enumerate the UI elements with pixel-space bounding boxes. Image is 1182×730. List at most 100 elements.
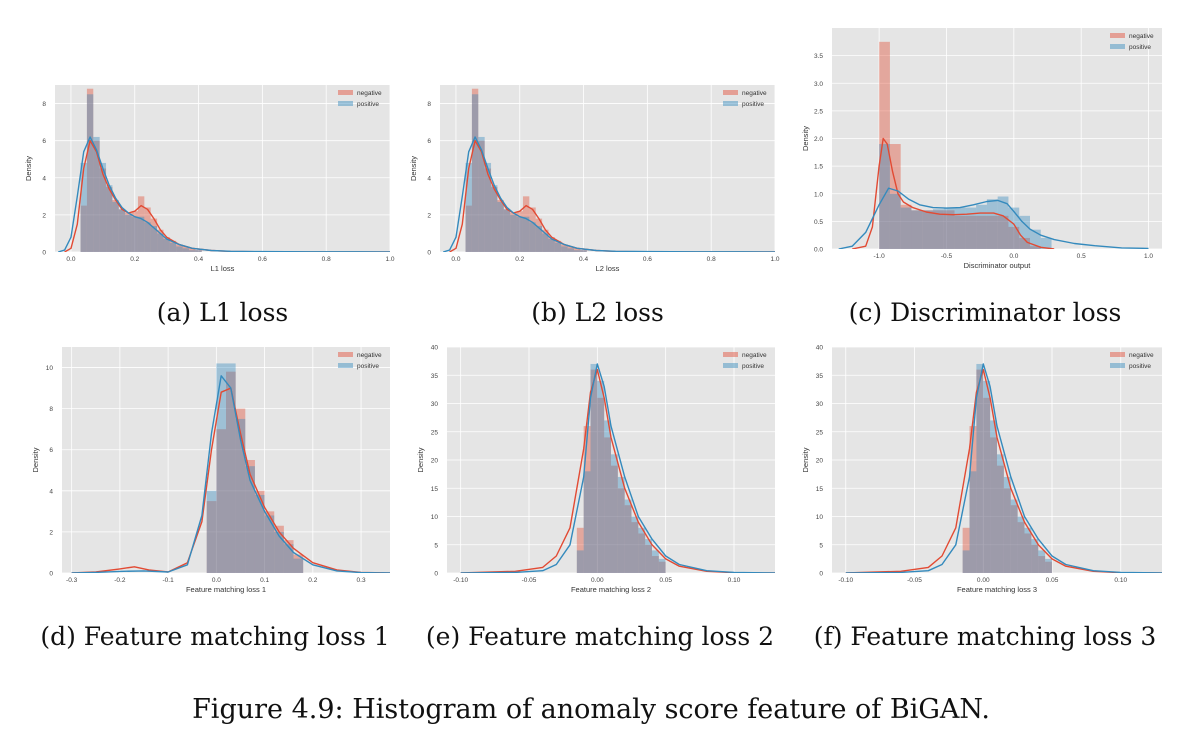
histogram-bar-negative [1019,237,1030,249]
histogram-bar-negative [169,240,177,252]
x-tick-label: -0.10 [453,577,468,584]
histogram-bar-negative [583,426,591,573]
histogram-bar-positive [131,216,138,252]
histogram-bar-negative [658,561,666,573]
kde-line-positive [71,375,390,573]
histogram-bar-positive [617,476,625,573]
histogram-bar-positive [150,226,158,252]
histogram-bar-positive [962,550,970,573]
kde-line-negative [852,137,1055,249]
histogram-bar-negative [189,248,196,252]
histogram-bar-negative [274,525,284,573]
legend-swatch-negative [338,90,353,95]
histogram-bar-negative [478,140,485,252]
histogram-bar-positive [554,242,562,252]
x-axis-label: Feature matching loss 3 [957,585,1037,594]
histogram-bar-positive [561,246,568,252]
histogram-bar-negative [137,196,145,252]
histogram-bar-negative [497,200,504,252]
histogram-bar-positive [264,515,275,573]
histogram-bar-positive [658,558,666,573]
histogram-bar-negative [293,554,304,573]
y-tick-label: 4 [427,175,431,182]
x-tick-label: 0.10 [728,577,741,584]
y-tick-label: 0 [819,571,823,578]
histogram-bar-negative [997,465,1004,573]
y-tick-label: 0 [42,250,46,257]
histogram-bar-positive [631,516,639,573]
histogram-bar-positive [484,162,492,252]
histogram-bar-negative [491,187,498,252]
x-tick-label: 1.0 [385,256,394,263]
histogram-bar-positive [195,250,202,252]
plot-content [845,363,1162,573]
histogram-bar-negative [118,209,126,252]
histogram-bar-negative [638,533,646,573]
histogram-bar-negative [900,204,912,249]
y-tick-label: 8 [427,101,431,108]
plot-area [440,85,775,252]
histogram-bar-positive [163,239,170,252]
histogram-bar-positive [1030,229,1041,249]
histogram-bar-positive [182,248,189,252]
y-tick-label: 30 [431,401,439,408]
y-tick-label: 20 [431,458,439,465]
histogram-bar-positive [503,209,511,252]
y-tick-label: 0.0 [814,247,823,254]
histogram-bar-positive [1017,516,1025,573]
histogram-bar-negative [879,41,890,249]
histogram-bar-positive [1003,476,1011,573]
x-tick-label: -0.5 [941,253,953,260]
x-tick-label: 0.05 [659,577,672,584]
kde-line-positive [460,363,775,573]
histogram-bar-negative [150,218,158,252]
y-tick-label: 2 [49,529,53,536]
plot-content [838,41,1149,249]
y-axis-label: Density [409,156,418,181]
y-axis-label: Density [801,126,810,151]
histogram-bar-negative [1008,226,1020,249]
histogram-bar-positive [529,222,536,252]
histogram-bar-positive [976,363,984,573]
histogram-bar-negative [645,544,652,573]
histogram-bar-negative [969,426,977,573]
histogram-bar-positive [293,558,304,573]
x-tick-label: 1.0 [1144,253,1153,260]
legend-swatch-negative [1110,352,1125,357]
histogram-bar-positive [1010,499,1018,573]
histogram-bar-negative [99,168,107,252]
subfigure-caption-e: (e) Feature matching loss 2 [425,622,775,651]
legend-label-positive: positive [1129,363,1151,370]
histogram-bar-negative [954,215,966,249]
histogram-bar-positive [911,210,923,249]
y-tick-label: 30 [816,401,824,408]
histogram-bar-negative [522,196,530,252]
histogram-bar-negative [990,437,997,573]
histogram-bar-negative [176,244,183,252]
histogram-bar-negative [889,144,901,249]
histogram-bar-negative [235,408,246,573]
x-axis-label: Discriminator output [964,261,1032,270]
y-tick-label: 6 [42,138,46,145]
y-tick-label: 0 [49,571,53,578]
y-tick-label: 10 [431,514,439,521]
histogram-bar-negative [597,397,605,573]
y-tick-label: 3.0 [814,81,823,88]
legend-label-negative: negative [1129,352,1154,359]
histogram-bar-negative [535,218,543,252]
histogram-bar-positive [986,199,998,249]
y-tick-label: 4 [42,175,46,182]
legend-swatch-positive [1110,44,1125,49]
histogram-bar-positive [567,248,574,252]
x-tick-label: 0.0 [212,577,221,584]
legend-swatch-positive [723,101,738,106]
y-tick-label: 35 [816,373,824,380]
histogram-bar-positive [597,380,605,573]
x-tick-label: 0.4 [194,256,203,263]
y-tick-label: 0 [427,250,431,257]
kde-line-positive [845,363,1162,573]
legend-swatch-negative [338,352,353,357]
